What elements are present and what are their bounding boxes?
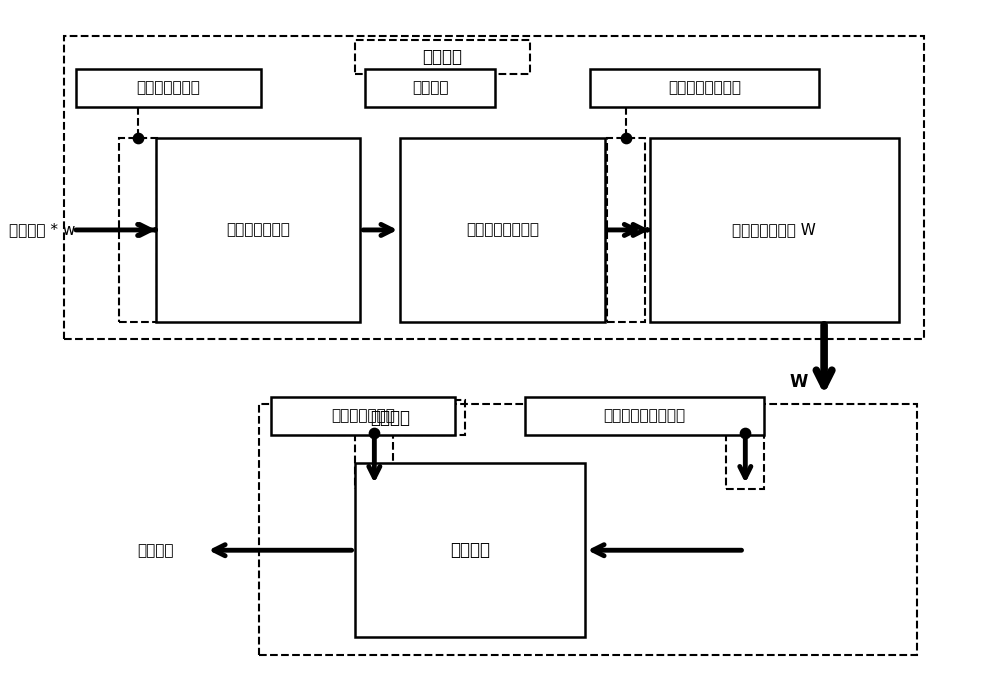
Point (737, 427, 753, 438)
Bar (400, 138, 605, 322)
Point (618, 132, 634, 143)
Text: 权重矩阵: 权重矩阵 (450, 541, 490, 559)
Bar (525, 397, 764, 434)
Bar (156, 138, 360, 322)
Text: 低秩序制图矩阵 W: 低秩序制图矩阵 W (732, 223, 816, 238)
Bar (365, 69, 495, 107)
Bar (650, 138, 899, 322)
Point (130, 132, 146, 143)
Text: 非负矩阵参数化方法: 非负矩阵参数化方法 (604, 408, 686, 423)
Bar (355, 40, 530, 75)
Text: 低秩拓扑制图构建: 低秩拓扑制图构建 (668, 81, 741, 95)
Text: 低秩分解系数矩阵: 低秩分解系数矩阵 (466, 223, 539, 238)
Text: 第二阶段: 第二阶段 (370, 408, 410, 427)
Text: 第一阶段: 第一阶段 (423, 49, 463, 66)
Bar (355, 463, 585, 637)
Text: 输入图像 * w: 输入图像 * w (9, 223, 76, 238)
Text: 局部直方图特征: 局部直方图特征 (226, 223, 290, 238)
Bar (316, 401, 465, 434)
Bar (76, 69, 261, 107)
Text: 分割结果: 分割结果 (138, 543, 174, 558)
Bar (119, 138, 157, 322)
Bar (259, 404, 917, 655)
Bar (355, 433, 393, 489)
Point (366, 427, 382, 438)
Bar (64, 36, 924, 339)
Text: W: W (790, 373, 808, 391)
Text: 低秩分解: 低秩分解 (412, 81, 448, 95)
Bar (590, 69, 819, 107)
Bar (607, 138, 645, 322)
Bar (726, 433, 764, 489)
Text: 最大权重去卷积: 最大权重去卷积 (331, 408, 395, 423)
Text: 局部直方图变换: 局部直方图变换 (136, 81, 200, 95)
Bar (271, 397, 455, 434)
